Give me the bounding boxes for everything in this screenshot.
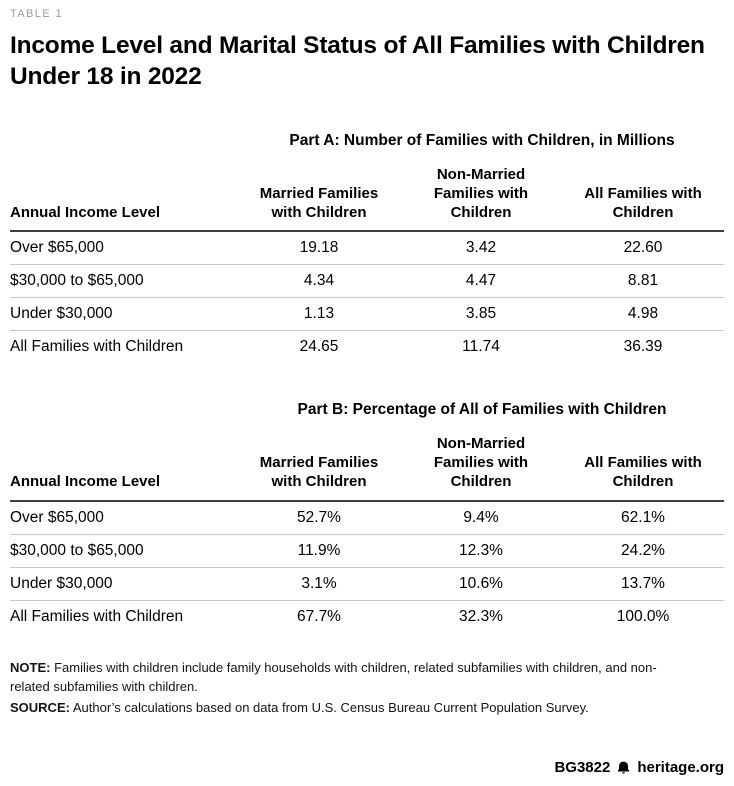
footnotes: NOTE: Families with children include fam… bbox=[10, 659, 682, 719]
col-header-married: Married Families with Children bbox=[259, 454, 379, 490]
source-line: SOURCE: Author’s calculations based on d… bbox=[10, 699, 682, 718]
page-title: Income Level and Marital Status of All F… bbox=[10, 32, 705, 91]
cell-value: 4.47 bbox=[465, 272, 497, 290]
cell-value: 4.98 bbox=[627, 305, 659, 323]
row-label: All Families with Children bbox=[10, 338, 184, 356]
cell-value: 11.9% bbox=[297, 541, 341, 559]
row-label: Under $30,000 bbox=[10, 574, 113, 592]
cell-value: 1.13 bbox=[303, 305, 335, 323]
part-b-table: Annual Income Level Married Families wit… bbox=[10, 423, 724, 632]
cell-value: 62.1% bbox=[621, 508, 665, 526]
part-b-header-row: Annual Income Level Married Families wit… bbox=[10, 423, 724, 501]
part-b-heading: Part B: Percentage of All of Families wi… bbox=[297, 401, 667, 419]
part-a-heading: Part A: Number of Families with Children… bbox=[289, 132, 675, 150]
cell-value: 36.39 bbox=[623, 338, 663, 356]
col-header-non-married: Non-Married Families with Children bbox=[433, 166, 529, 221]
cell-value: 13.7% bbox=[621, 574, 665, 592]
table-row: Under $30,000 3.1% 10.6% 13.7% bbox=[10, 567, 724, 601]
source-label: SOURCE: bbox=[10, 700, 70, 716]
cell-value: 10.6% bbox=[459, 574, 503, 592]
row-label: All Families with Children bbox=[10, 607, 184, 625]
note-label: NOTE: bbox=[10, 659, 51, 675]
table-row: $30,000 to $65,000 4.34 4.47 8.81 bbox=[10, 265, 724, 298]
part-a-header-row: Annual Income Level Married Families wit… bbox=[10, 154, 724, 232]
part-b-section: Part B: Percentage of All of Families wi… bbox=[10, 401, 724, 632]
table-row-total: All Families with Children 67.7% 32.3% 1… bbox=[10, 600, 724, 633]
note-text: Families with children include family ho… bbox=[10, 659, 657, 694]
source-text: Author’s calculations based on data from… bbox=[69, 700, 589, 716]
col-header-all-families: All Families with Children bbox=[584, 184, 702, 221]
row-label: Under $30,000 bbox=[10, 305, 113, 323]
col-header-non-married: Non-Married Families with Children bbox=[433, 435, 529, 490]
cell-value: 52.7% bbox=[297, 508, 341, 526]
cell-value: 4.34 bbox=[303, 272, 335, 290]
cell-value: 12.3% bbox=[459, 541, 503, 559]
cell-value: 11.74 bbox=[462, 338, 500, 356]
table-row: Over $65,000 52.7% 9.4% 62.1% bbox=[10, 501, 724, 535]
table-label: TABLE 1 bbox=[10, 8, 64, 20]
col-header-married: Married Families with Children bbox=[259, 184, 379, 221]
cell-value: 67.7% bbox=[297, 607, 341, 625]
row-label: $30,000 to $65,000 bbox=[10, 541, 144, 559]
table-row: Under $30,000 1.13 3.85 4.98 bbox=[10, 298, 724, 331]
part-a-table: Annual Income Level Married Families wit… bbox=[10, 154, 724, 363]
cell-value: 32.3% bbox=[459, 607, 503, 625]
site-name: heritage.org bbox=[637, 759, 724, 776]
col-header-income-level: Annual Income Level bbox=[10, 472, 161, 490]
col-header-income-level: Annual Income Level bbox=[10, 203, 161, 221]
table-row: $30,000 to $65,000 11.9% 12.3% 24.2% bbox=[10, 534, 724, 568]
row-label: $30,000 to $65,000 bbox=[10, 272, 144, 290]
cell-value: 19.18 bbox=[299, 239, 339, 257]
cell-value: 8.81 bbox=[627, 272, 659, 290]
part-a-section: Part A: Number of Families with Children… bbox=[10, 132, 724, 363]
cell-value: 9.4% bbox=[463, 508, 499, 526]
heritage-bell-icon bbox=[616, 760, 631, 775]
cell-value: 22.60 bbox=[623, 239, 663, 257]
cell-value: 100.0% bbox=[616, 607, 670, 625]
row-label: Over $65,000 bbox=[10, 239, 104, 257]
report-id: BG3822 bbox=[554, 759, 611, 776]
cell-value: 3.1% bbox=[301, 574, 337, 592]
note-line: NOTE: Families with children include fam… bbox=[10, 659, 682, 697]
cell-value: 3.42 bbox=[465, 239, 497, 257]
cell-value: 24.65 bbox=[299, 338, 339, 356]
table-row: Over $65,000 19.18 3.42 22.60 bbox=[10, 231, 724, 265]
table-row-total: All Families with Children 24.65 11.74 3… bbox=[10, 331, 724, 364]
col-header-all-families: All Families with Children bbox=[584, 454, 702, 490]
cell-value: 3.85 bbox=[465, 305, 497, 323]
row-label: Over $65,000 bbox=[10, 508, 104, 526]
cell-value: 24.2% bbox=[621, 541, 665, 559]
report-footer: BG3822 heritage.org bbox=[554, 759, 724, 776]
